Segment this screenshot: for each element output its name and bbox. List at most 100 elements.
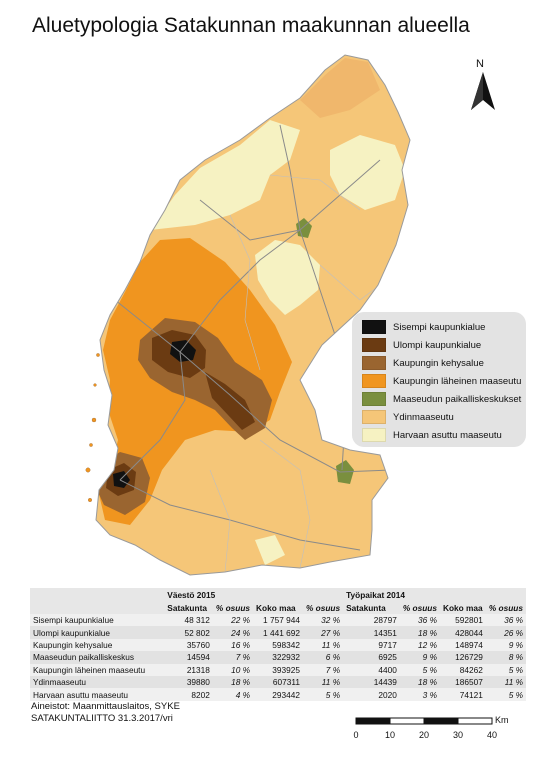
legend-swatch [362, 410, 386, 424]
table-cell: 5 % [485, 688, 526, 701]
table-cell: 11 % [302, 638, 344, 652]
table-cell: 9 % [485, 638, 526, 652]
north-arrow-icon [471, 72, 495, 110]
scale-segment-dark [356, 718, 390, 724]
column-header: Satakunta [167, 602, 207, 613]
legend-swatch [362, 374, 386, 388]
scale-tick-label: 10 [385, 730, 395, 740]
table-row: Harvaan asuttu maaseutu 8202 4 % 293442 … [30, 688, 526, 701]
legend-swatch [362, 392, 386, 406]
table-cell: 5 % [485, 663, 526, 676]
column-header: % osuus [305, 602, 341, 613]
table-cell: 6 % [302, 651, 344, 664]
row-label: Kaupungin läheinen maaseutu [30, 663, 165, 676]
table-cell: 14351 [343, 626, 400, 639]
zone-ydin-north [300, 58, 380, 118]
column-header: % osuus [215, 602, 251, 613]
table-cell: 7 % [302, 663, 344, 676]
table-cell: 12 % [399, 638, 440, 652]
table-cell: 32 % [302, 614, 344, 627]
table-cell: 35760 [164, 638, 213, 652]
table-cell: 393925 [253, 663, 303, 676]
table-cell: 10 % [212, 663, 254, 676]
table-cell: 322932 [253, 651, 303, 664]
statistics-table: Väestö 2015 Työpaikat 2014 Satakunta % o… [30, 588, 526, 701]
table-cell: 22 % [212, 614, 254, 627]
table-cell: 1 441 692 [253, 626, 303, 639]
zone-sisempi-pori [170, 340, 196, 362]
legend-label: Sisempi kaupunkialue [393, 321, 486, 333]
table-cell: 5 % [302, 688, 344, 701]
zone-sisempi-rauma [113, 471, 130, 488]
table-cell: 11 % [302, 675, 344, 689]
table-corner [30, 601, 164, 614]
table-cell: 16 % [212, 638, 254, 652]
table-cell: 592801 [439, 614, 486, 627]
table-cell: 293442 [253, 688, 303, 701]
scale-tick-label: 30 [453, 730, 463, 740]
map-legend: Sisempi kaupunkialue Ulompi kaupunkialue… [352, 312, 526, 447]
table-cell: 428044 [439, 626, 486, 639]
column-header: % osuus [488, 602, 523, 613]
table-cell: 26 % [485, 626, 526, 639]
zone-harvaan-asuttu-north [150, 120, 300, 230]
table-cell: 2020 [343, 688, 400, 701]
table-cell: 607311 [253, 675, 303, 689]
table-row: Maaseudun paikalliskeskus 14594 7 % 3229… [30, 651, 526, 664]
table-cell: 18 % [399, 675, 440, 689]
table-corner [30, 588, 164, 601]
legend-item-kehysalue: Kaupungin kehysalue [362, 356, 484, 370]
row-label: Kaupungin kehysalue [30, 638, 165, 652]
legend-swatch [362, 320, 386, 334]
zone-ulompi-ulvila [205, 372, 255, 430]
table-cell: 6925 [343, 651, 400, 664]
table-cell: 36 % [399, 614, 440, 627]
row-label: Maaseudun paikalliskeskus [30, 651, 165, 664]
legend-swatch [362, 338, 386, 352]
coastal-islands [85, 353, 100, 503]
table-cell: 1 757 944 [253, 614, 303, 627]
table-cell: 27 % [302, 626, 344, 639]
column-header: % osuus [402, 602, 437, 613]
satakunta-map [85, 54, 411, 576]
table-row: Kaupungin läheinen maaseutu 21318 10 % 3… [30, 663, 526, 676]
zone-harvaan-asuttu-center [255, 240, 320, 315]
table-cell: 126729 [439, 651, 486, 664]
table-cell: 18 % [399, 626, 440, 639]
column-header: Satakunta [346, 602, 386, 613]
credits-author: SATAKUNTALIITTO 31.3.2017/vri [31, 713, 173, 724]
map-title: Aluetypologia Satakunnan maakunnan aluee… [32, 14, 470, 37]
row-label: Harvaan asuttu maaseutu [30, 688, 165, 701]
column-header: Koko maa [256, 602, 296, 613]
table-cell: 4400 [343, 663, 400, 676]
column-header: Koko maa [442, 602, 483, 613]
table-sub-header-row: Satakunta % osuus Koko maa % osuus Satak… [30, 601, 526, 614]
table-cell: 11 % [485, 675, 526, 689]
legend-item-ulompi: Ulompi kaupunkialue [362, 338, 481, 352]
table-cell: 36 % [485, 614, 526, 627]
region-outline [95, 54, 411, 576]
group-header-tyopaikat: Työpaikat 2014 [346, 589, 405, 600]
table-cell: 14594 [164, 651, 213, 664]
table-cell: 18 % [212, 675, 254, 689]
row-label: Ydinmaaseutu [30, 675, 165, 689]
table-cell: 148974 [439, 638, 486, 652]
legend-item-ydinmaaseutu: Ydinmaaseutu [362, 410, 454, 424]
zone-harvaan-asuttu-east [330, 135, 405, 210]
credits-source: Aineistot: Maanmittauslaitos, SYKE [31, 701, 180, 712]
table-row: Sisempi kaupunkialue 48 312 22 % 1 757 9… [30, 614, 526, 627]
table-cell: 9 % [399, 651, 440, 664]
legend-item-paikalliskeskukset: Maaseudun paikalliskeskukset [362, 392, 521, 406]
scale-segment-light [457, 717, 493, 725]
legend-item-laheinen: Kaupungin läheinen maaseutu [362, 374, 521, 388]
table-cell: 21318 [164, 663, 213, 676]
table-cell: 39880 [164, 675, 213, 689]
table-cell: 8202 [164, 688, 213, 701]
table-cell: 598342 [253, 638, 303, 652]
scale-segment-dark [424, 718, 458, 724]
table-row: Ydinmaaseutu 39880 18 % 607311 11 % 1443… [30, 675, 526, 689]
credits: Aineistot: Maanmittauslaitos, SYKE SATAK… [31, 701, 180, 725]
legend-item-sisempi: Sisempi kaupunkialue [362, 320, 485, 334]
legend-label: Kaupungin kehysalue [393, 357, 484, 369]
legend-label: Ulompi kaupunkialue [393, 339, 482, 351]
